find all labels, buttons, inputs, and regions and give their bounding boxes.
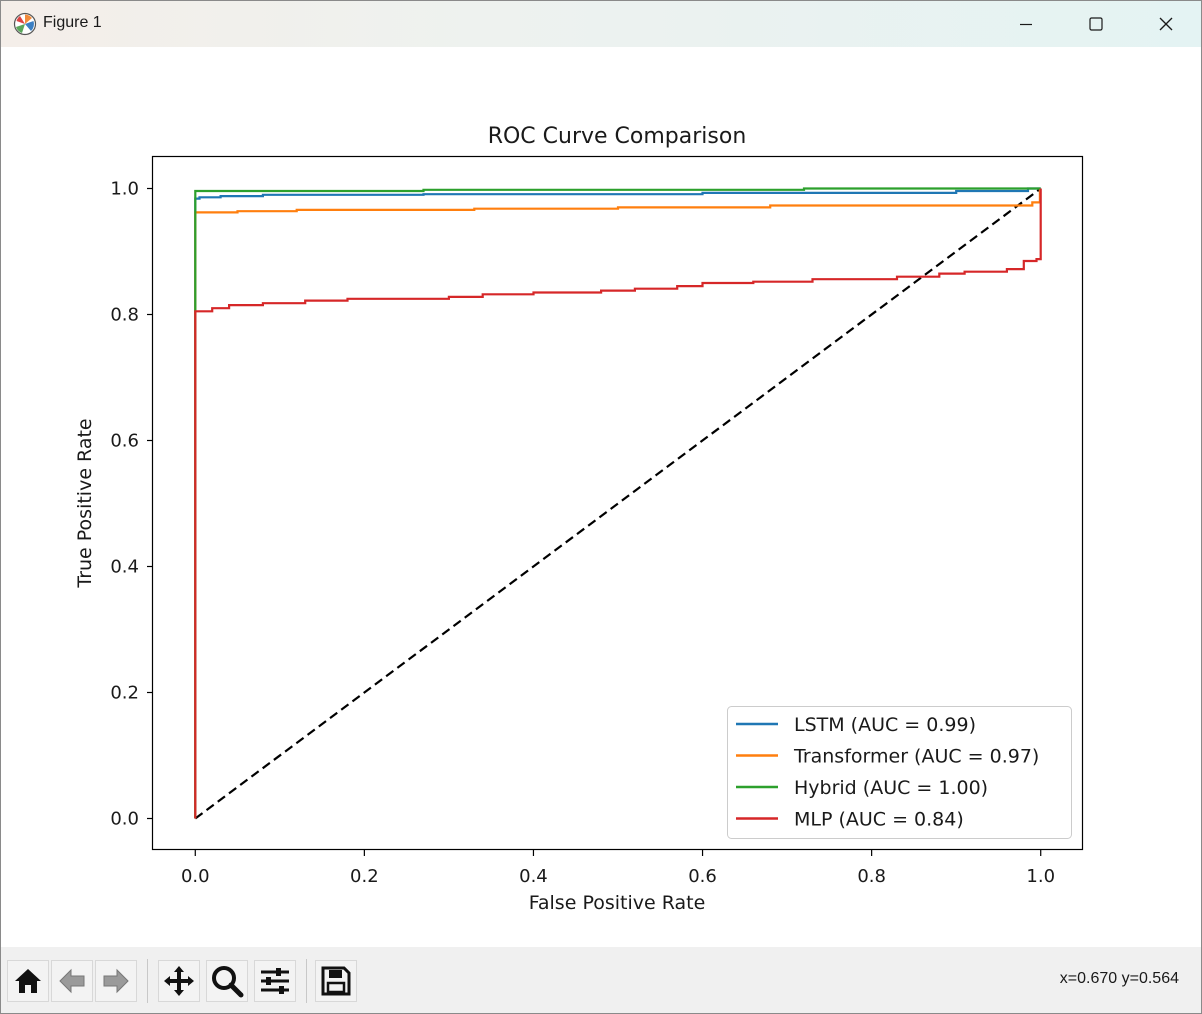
diagonal-reference-line bbox=[194, 187, 1042, 820]
legend-box bbox=[727, 706, 1072, 839]
close-button[interactable] bbox=[1131, 1, 1201, 47]
y-tick-label: 1.0 bbox=[110, 179, 139, 200]
maximize-button[interactable] bbox=[1061, 1, 1131, 47]
y-tick-label: 0.0 bbox=[110, 809, 139, 830]
legend-entry-label: MLP (AUC = 0.84) bbox=[794, 809, 964, 831]
x-tick-label: 0.6 bbox=[688, 866, 717, 887]
close-icon bbox=[1159, 17, 1173, 31]
home-icon bbox=[15, 969, 41, 993]
pan-button[interactable] bbox=[158, 960, 200, 1002]
x-tick-label: 0.8 bbox=[857, 866, 886, 887]
legend-entry-label: LSTM (AUC = 0.99) bbox=[794, 714, 976, 736]
axes-frame bbox=[151, 155, 1084, 851]
title-bar[interactable]: Figure 1 bbox=[1, 1, 1201, 47]
minimize-button[interactable] bbox=[991, 1, 1061, 47]
cursor-coordinates: x=0.670 y=0.564 bbox=[1059, 970, 1179, 987]
y-tick-label: 0.6 bbox=[110, 431, 139, 452]
back-button[interactable] bbox=[51, 960, 93, 1002]
forward-arrow-icon bbox=[103, 968, 129, 994]
save-icon bbox=[321, 966, 351, 996]
navigation-toolbar: x=0.670 y=0.564 bbox=[1, 947, 1201, 1013]
legend-entry-label: Transformer (AUC = 0.97) bbox=[793, 746, 1039, 768]
legend-entry-label: Hybrid (AUC = 1.00) bbox=[794, 777, 988, 799]
back-arrow-icon bbox=[59, 968, 85, 994]
y-tick-label: 0.4 bbox=[110, 557, 139, 578]
series-line-hybrid bbox=[194, 187, 1041, 819]
minimize-icon bbox=[1020, 23, 1032, 26]
zoom-button[interactable] bbox=[206, 960, 248, 1002]
roc-chart: ROC Curve Comparison 0.0 0.2 0.4 0.6 0.8 1.0 … bbox=[74, 124, 1084, 914]
pan-icon bbox=[164, 966, 194, 996]
series-line-mlp bbox=[194, 188, 1042, 819]
toolbar-separator bbox=[147, 959, 148, 1003]
maximize-icon bbox=[1089, 17, 1103, 31]
x-tick-label: 0.0 bbox=[181, 866, 210, 887]
save-button[interactable] bbox=[315, 960, 357, 1002]
configure-subplots-icon bbox=[261, 968, 289, 994]
y-tick-label: 0.2 bbox=[110, 683, 139, 704]
window-title: Figure 1 bbox=[43, 14, 102, 31]
x-tick-label: 1.0 bbox=[1026, 866, 1055, 887]
y-tick-label: 0.8 bbox=[110, 305, 139, 326]
zoom-icon bbox=[212, 966, 244, 998]
plot-canvas[interactable]: ROC Curve Comparison 0.0 0.2 0.4 0.6 0.8 1.0 … bbox=[1, 47, 1201, 947]
y-axis-label: True Positive Rate bbox=[74, 418, 96, 588]
x-tick-label: 0.4 bbox=[519, 866, 548, 887]
series-line-lstm bbox=[194, 187, 1041, 819]
series-line-transformer bbox=[194, 188, 1042, 819]
x-axis-label: False Positive Rate bbox=[529, 892, 706, 914]
chart-title: ROC Curve Comparison bbox=[488, 124, 747, 149]
x-tick-label: 0.2 bbox=[350, 866, 379, 887]
matplotlib-app-icon bbox=[13, 12, 37, 36]
forward-button[interactable] bbox=[95, 960, 137, 1002]
legend: LSTM (AUC = 0.99) Transformer (AUC = 0.97… bbox=[727, 706, 1072, 839]
home-button[interactable] bbox=[7, 960, 49, 1002]
configure-subplots-button[interactable] bbox=[254, 960, 296, 1002]
toolbar-separator bbox=[306, 959, 307, 1003]
